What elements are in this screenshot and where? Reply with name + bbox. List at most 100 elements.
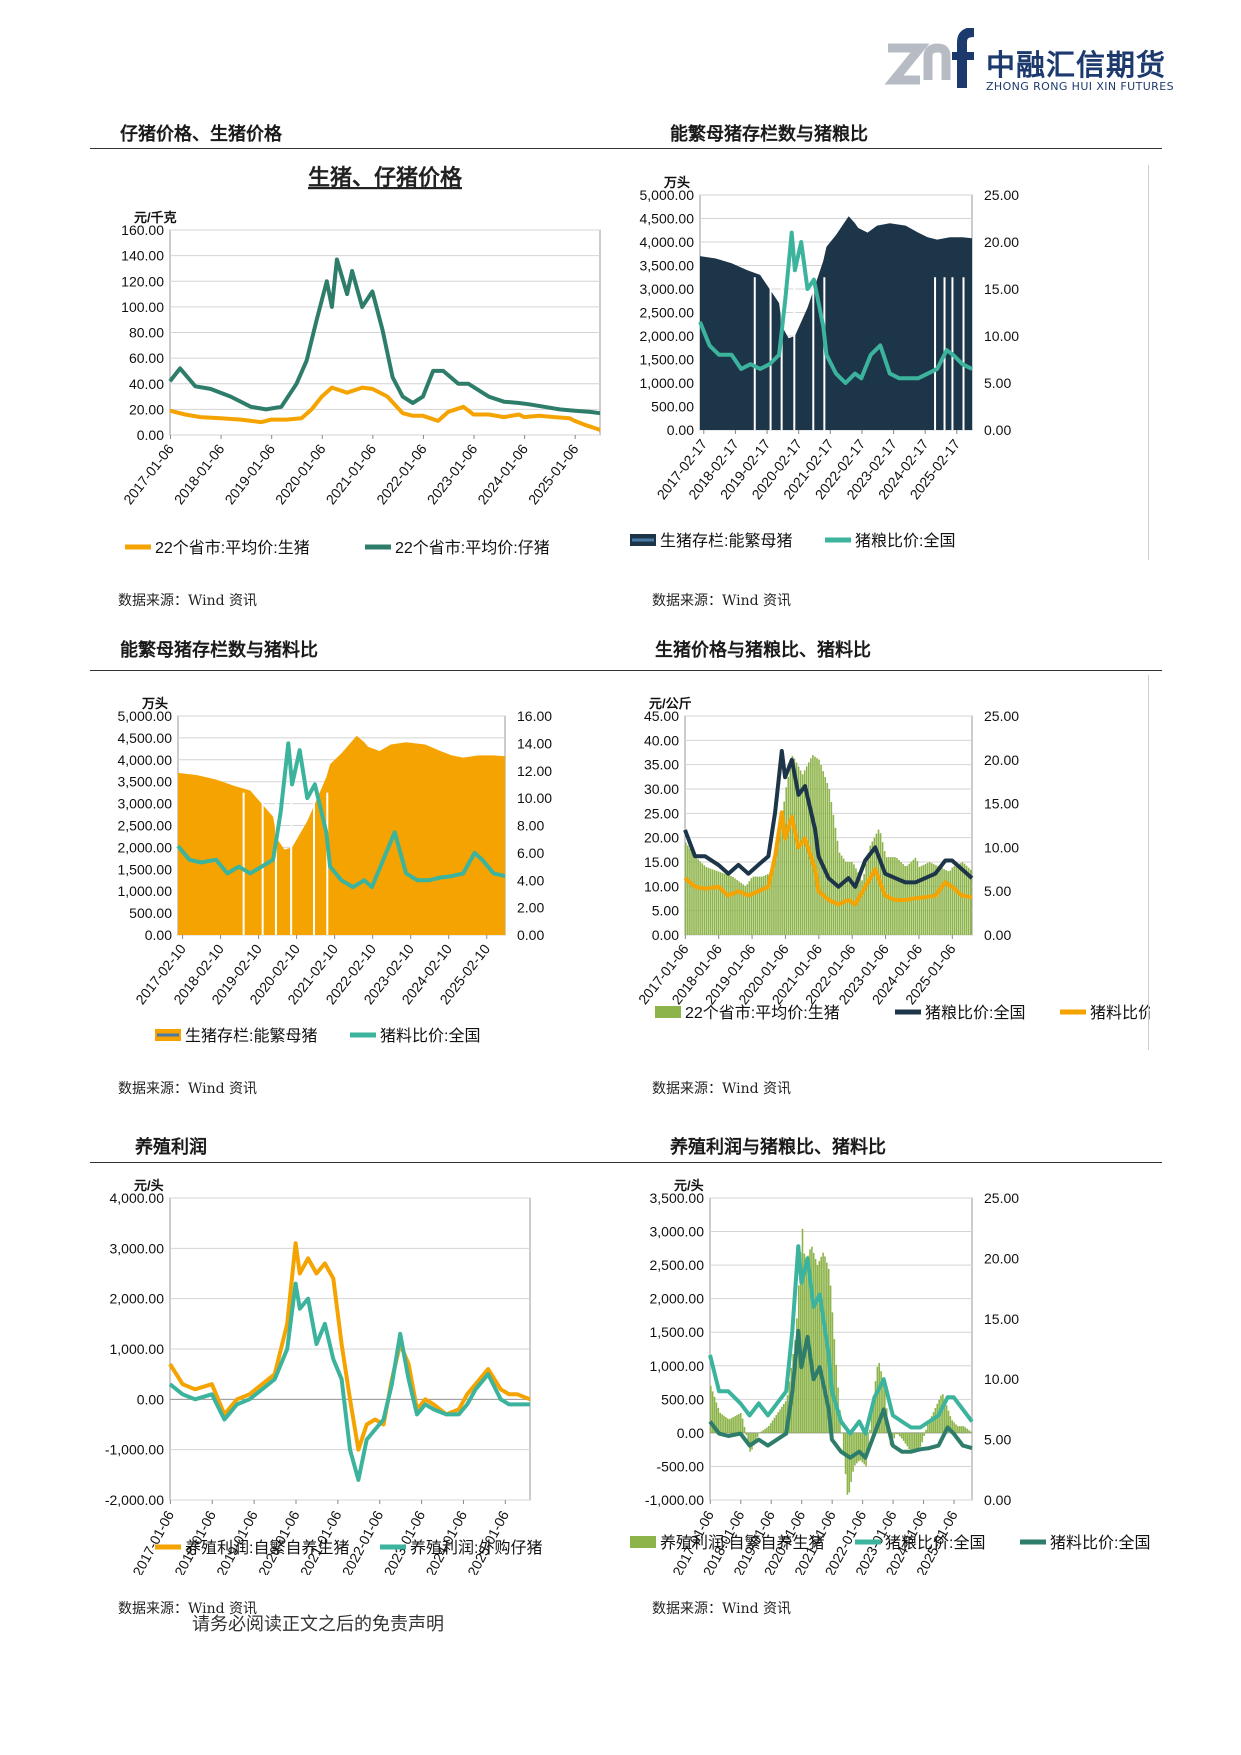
bar-0: [947, 871, 949, 935]
bar-0: [876, 1366, 879, 1433]
section-title-4: 生猪价格与猪粮比、猪料比: [655, 640, 871, 661]
section-title-2: 能繁母猪存栏数与猪粮比: [670, 124, 868, 145]
bar-0: [851, 862, 853, 935]
bar-0: [777, 843, 779, 935]
bar-0: [969, 869, 972, 935]
y-tick-label: 500.00: [661, 1391, 704, 1407]
area-gap: [780, 277, 783, 430]
section-rule-2: [90, 670, 1162, 671]
legend-label: 猪粮比价:全国: [855, 532, 955, 550]
bar-0: [710, 1385, 712, 1433]
x-tick-label: 2020-01-06: [272, 441, 329, 507]
data-source-4: 数据来源：Wind 资讯: [652, 1081, 792, 1097]
bar-0: [724, 1417, 727, 1433]
legend-label: 养殖利润:自繁自养生猪: [185, 1539, 349, 1557]
bar-0: [730, 876, 732, 935]
y-tick-label: 40.00: [644, 732, 679, 748]
y-tick-label: 500.00: [129, 905, 172, 921]
bar-0: [748, 881, 751, 935]
y-tick-label: 100.00: [121, 299, 164, 315]
series-line-1: [683, 749, 974, 889]
y-tick-label: 4,000.00: [110, 1190, 165, 1206]
series-area-0: [178, 735, 505, 935]
bar-0: [882, 1379, 884, 1433]
bar-0: [923, 1432, 925, 1436]
bar-0: [848, 1432, 851, 1493]
y2-tick-label: 0.00: [517, 927, 544, 943]
bar-0: [828, 789, 831, 935]
bar-0: [705, 867, 708, 935]
y-tick-label: 160.00: [121, 222, 164, 238]
bar-0: [955, 1424, 957, 1433]
y2-tick-label: 15.00: [984, 1311, 1019, 1327]
bar-0: [738, 1414, 740, 1433]
legend-label: 生猪存栏:能繁母猪: [185, 1027, 317, 1045]
bar-0: [898, 860, 900, 935]
bar-0: [769, 873, 771, 935]
area-gap: [326, 792, 329, 935]
y-tick-label: 120.00: [121, 273, 164, 289]
y-tick-label: 2,000.00: [118, 839, 173, 855]
bar-0: [824, 1256, 826, 1433]
bar-0: [713, 1396, 716, 1433]
bar-0: [880, 1371, 882, 1433]
bar-0: [865, 863, 867, 935]
bar-0: [871, 841, 874, 935]
bar-0: [867, 852, 870, 935]
series-line-1: [176, 741, 506, 890]
bar-0: [732, 1417, 735, 1433]
bar-0: [816, 1265, 819, 1433]
bar-0: [796, 1318, 798, 1433]
bar-0: [833, 1339, 836, 1433]
chart-3: 5,000.00 4,500.00 4,000.00 3,500.00 3,000.00…: [100, 690, 620, 1065]
bar-0: [713, 870, 716, 935]
x-tick-label: 2017-01-06: [120, 441, 177, 507]
series-line-2: [683, 810, 973, 907]
chart-2: 5,000.00 4,500.00 4,000.00 3,500.00 3,000.00…: [630, 160, 1150, 565]
legend-label: 22个省市:平均价:生猪: [155, 539, 310, 557]
series-line-1: [698, 230, 973, 385]
bar-0: [787, 776, 790, 935]
y2-tick-label: 15.00: [984, 281, 1019, 297]
y2-tick-label: 0.00: [984, 927, 1011, 943]
bar-0: [832, 814, 835, 935]
y2-tick-label: 25.00: [984, 187, 1019, 203]
y-tick-label: 45.00: [644, 708, 679, 724]
series-line-0: [169, 385, 601, 432]
y2-tick-label: 16.00: [517, 708, 552, 724]
x-tick-label: 2024-01-06: [474, 441, 531, 507]
bar-0: [917, 1432, 920, 1449]
bar-0: [855, 1432, 858, 1464]
bar-0: [904, 1432, 907, 1444]
bar-0: [766, 1427, 768, 1433]
bar-0: [741, 1418, 744, 1433]
area-gap: [769, 277, 772, 430]
y-tick-label: 1,000.00: [650, 1358, 705, 1374]
bar-0: [715, 870, 718, 935]
bar-0: [930, 1416, 933, 1433]
bar-0: [912, 1432, 914, 1453]
y2-tick-label: 20.00: [984, 752, 1019, 768]
data-source-1: 数据来源：Wind 资讯: [118, 593, 258, 609]
bar-0: [726, 874, 728, 935]
legend-label: 猪料比价:全国: [1090, 1004, 1150, 1022]
y-tick-label: 500.00: [651, 399, 694, 415]
bar-0: [785, 787, 788, 935]
y2-tick-label: 14.00: [517, 735, 552, 751]
y-tick-label: 2,500.00: [650, 1257, 705, 1273]
y-axis-unit: 万头: [141, 696, 168, 711]
bar-0: [934, 1407, 937, 1433]
plot-area: [709, 1197, 973, 1501]
y-axis-unit: 元/千克: [134, 210, 177, 225]
bar-0: [795, 762, 798, 935]
area-gap: [793, 277, 796, 430]
bar-0: [960, 1426, 963, 1433]
bar-0: [939, 867, 941, 935]
bar-0: [968, 1430, 970, 1433]
bar-0: [869, 1429, 871, 1433]
y-axis-unit: 元/头: [134, 1178, 164, 1193]
bar-0: [921, 1432, 924, 1443]
bar-0: [951, 1420, 954, 1433]
bar-0: [775, 1414, 778, 1433]
legend-swatch: [655, 1006, 681, 1018]
